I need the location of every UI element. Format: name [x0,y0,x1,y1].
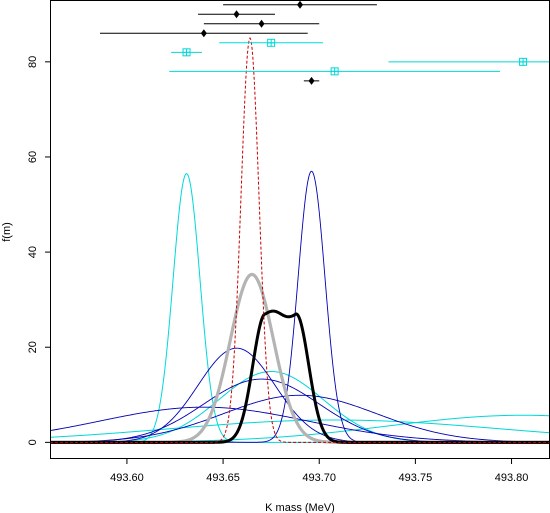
measurement-5 [219,38,324,47]
curve-layer [50,37,550,444]
series-curve-1 [50,173,550,443]
plot-frame [50,0,550,459]
series-curve-9 [50,394,550,443]
measurement-4 [100,29,308,38]
x-axis: 493.60 493.65 493.70 493.75 493.80 [110,459,528,484]
y-tick-label: 20 [27,341,39,353]
x-tick-label: 493.65 [206,472,240,484]
measurement-6 [171,48,202,57]
measurement-2 [198,10,275,19]
measurement-8 [169,67,500,76]
series-curve-2 [50,370,550,443]
measurement-layer [100,0,550,85]
series-curve-7 [50,378,550,443]
series-curve-10 [50,37,550,443]
y-tick-label: 0 [27,439,39,445]
series-curve-8 [50,406,550,443]
measurement-9 [303,76,320,85]
x-tick-label: 493.70 [302,472,336,484]
x-tick-label: 493.80 [495,472,529,484]
x-axis-title: K mass (MeV) [265,502,335,513]
measurement-7 [388,57,550,66]
x-tick-label: 493.60 [110,472,144,484]
y-tick-label: 40 [27,246,39,258]
measurement-1 [223,0,377,9]
y-axis-title: f(m) [1,222,13,242]
y-tick-label: 80 [27,56,39,68]
series-curve-5 [50,170,550,443]
y-axis: 0 20 40 60 80 [27,56,50,445]
series-curve-3 [50,419,550,438]
x-tick-label: 493.75 [399,472,433,484]
measurement-3 [203,19,320,28]
y-tick-label: 60 [27,151,39,163]
series-curve-12 [50,309,550,444]
